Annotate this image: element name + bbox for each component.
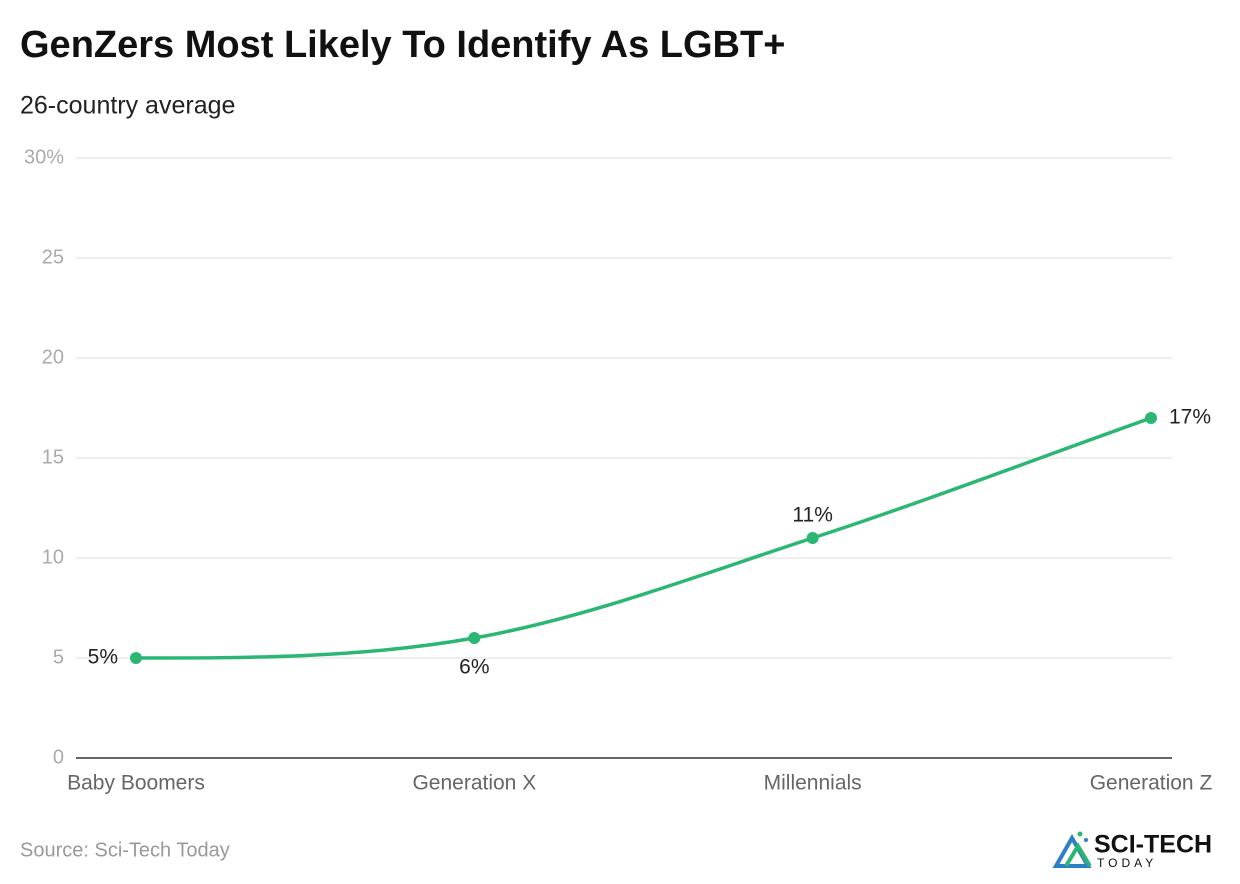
- data-label: 6%: [459, 656, 489, 679]
- x-tick-label: Baby Boomers: [67, 772, 205, 795]
- line: [135, 416, 1152, 660]
- y-tick-label: 0: [53, 746, 64, 768]
- x-tick-label: Millennials: [764, 772, 862, 795]
- y-tick-label: 25: [42, 246, 64, 268]
- logo-triangle-inner: [1064, 842, 1092, 868]
- chart-subtitle: 26-country average: [20, 92, 235, 120]
- data-label: 11%: [792, 504, 832, 527]
- point: [130, 652, 142, 664]
- chart-title: GenZers Most Likely To Identify As LGBT+: [20, 24, 785, 66]
- logo-icon: [1052, 831, 1092, 868]
- point: [806, 532, 819, 544]
- y-tick-label: 20: [42, 346, 64, 368]
- logo-tagline: TODAY: [1097, 856, 1157, 870]
- logo-dot: [1077, 831, 1083, 837]
- point: [1145, 412, 1157, 424]
- y-tick-label: 30%: [24, 146, 64, 168]
- logo-dot: [1084, 838, 1088, 842]
- logo-name: SCI-TECH: [1094, 831, 1212, 859]
- x-tick-label: Generation X: [412, 772, 536, 795]
- y-tick-label: 10: [42, 546, 64, 568]
- y-tick-label: 15: [42, 446, 64, 468]
- y-tick-label: 5: [53, 646, 64, 668]
- x-tick-label: Generation Z: [1090, 772, 1213, 795]
- data-label: 17%: [1169, 406, 1211, 429]
- source: Source: Sci-Tech Today: [20, 839, 230, 861]
- data-label: 5%: [88, 646, 118, 669]
- point: [468, 632, 481, 644]
